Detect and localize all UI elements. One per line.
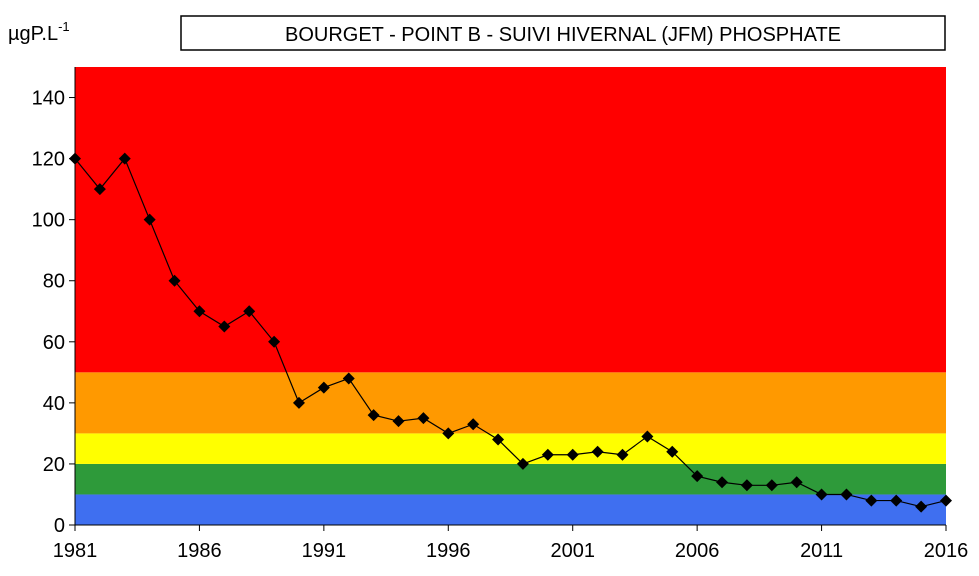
- data-point: [915, 500, 928, 513]
- data-point: [492, 433, 505, 446]
- chart-title: BOURGET - POINT B - SUIVI HIVERNAL (JFM)…: [285, 24, 841, 46]
- data-point: [292, 396, 305, 409]
- data-point: [591, 445, 604, 458]
- data-point: [765, 479, 778, 492]
- data-point: [442, 427, 455, 440]
- y-tick-label: 20: [43, 454, 65, 476]
- data-point: [566, 448, 579, 461]
- data-point: [790, 476, 803, 489]
- x-tick-label: 2006: [675, 540, 720, 562]
- data-point: [740, 479, 753, 492]
- x-tick-label: 2011: [800, 540, 843, 562]
- x-tick-label: 1981: [53, 540, 98, 562]
- y-tick-label: 140: [32, 88, 65, 110]
- y-tick-label: 40: [43, 393, 65, 415]
- data-point: [865, 494, 878, 507]
- data-point: [268, 335, 281, 348]
- y-tick-label: 120: [32, 149, 65, 171]
- y-axis-label-base: µgP.L: [8, 23, 58, 45]
- data-point: [616, 448, 629, 461]
- data-point: [516, 457, 529, 470]
- x-tick-label: 1991: [302, 540, 347, 562]
- band: [75, 433, 946, 464]
- data-point: [69, 152, 81, 165]
- band: [75, 372, 946, 434]
- data-point: [716, 476, 729, 489]
- data-point: [118, 152, 131, 165]
- y-tick-label: 60: [43, 332, 65, 354]
- x-tick-label: 2016: [924, 540, 969, 562]
- y-tick-label: 100: [32, 210, 65, 232]
- y-axis-label-superscript: -1: [58, 19, 70, 34]
- data-point: [691, 470, 704, 483]
- data-point: [342, 372, 355, 385]
- y-tick-label: 80: [43, 271, 65, 293]
- data-line: [74, 157, 947, 508]
- data-point: [367, 409, 380, 422]
- title-box: [180, 15, 946, 51]
- band: [75, 463, 946, 495]
- data-point: [218, 320, 231, 333]
- data-point: [890, 494, 903, 507]
- data-point: [417, 412, 430, 425]
- data-point: [541, 448, 554, 461]
- data-point: [168, 274, 181, 287]
- x-tick-label: 1986: [177, 540, 222, 562]
- data-point: [143, 213, 156, 226]
- data-point: [641, 430, 654, 443]
- data-point: [666, 445, 679, 458]
- x-tick-label: 2001: [550, 540, 595, 562]
- band: [75, 494, 946, 525]
- data-point: [467, 418, 480, 431]
- y-axis-label: µgP.L-1: [8, 19, 70, 45]
- data-point: [193, 305, 206, 318]
- data-point: [93, 183, 106, 196]
- data-point: [243, 305, 256, 318]
- data-point: [392, 415, 405, 428]
- y-tick-label: 0: [54, 515, 65, 537]
- data-point: [840, 488, 853, 501]
- data-point: [317, 381, 330, 394]
- data-point: [940, 494, 952, 507]
- data-point: [815, 488, 828, 501]
- band: [75, 67, 946, 373]
- x-tick-label: 1996: [426, 540, 471, 562]
